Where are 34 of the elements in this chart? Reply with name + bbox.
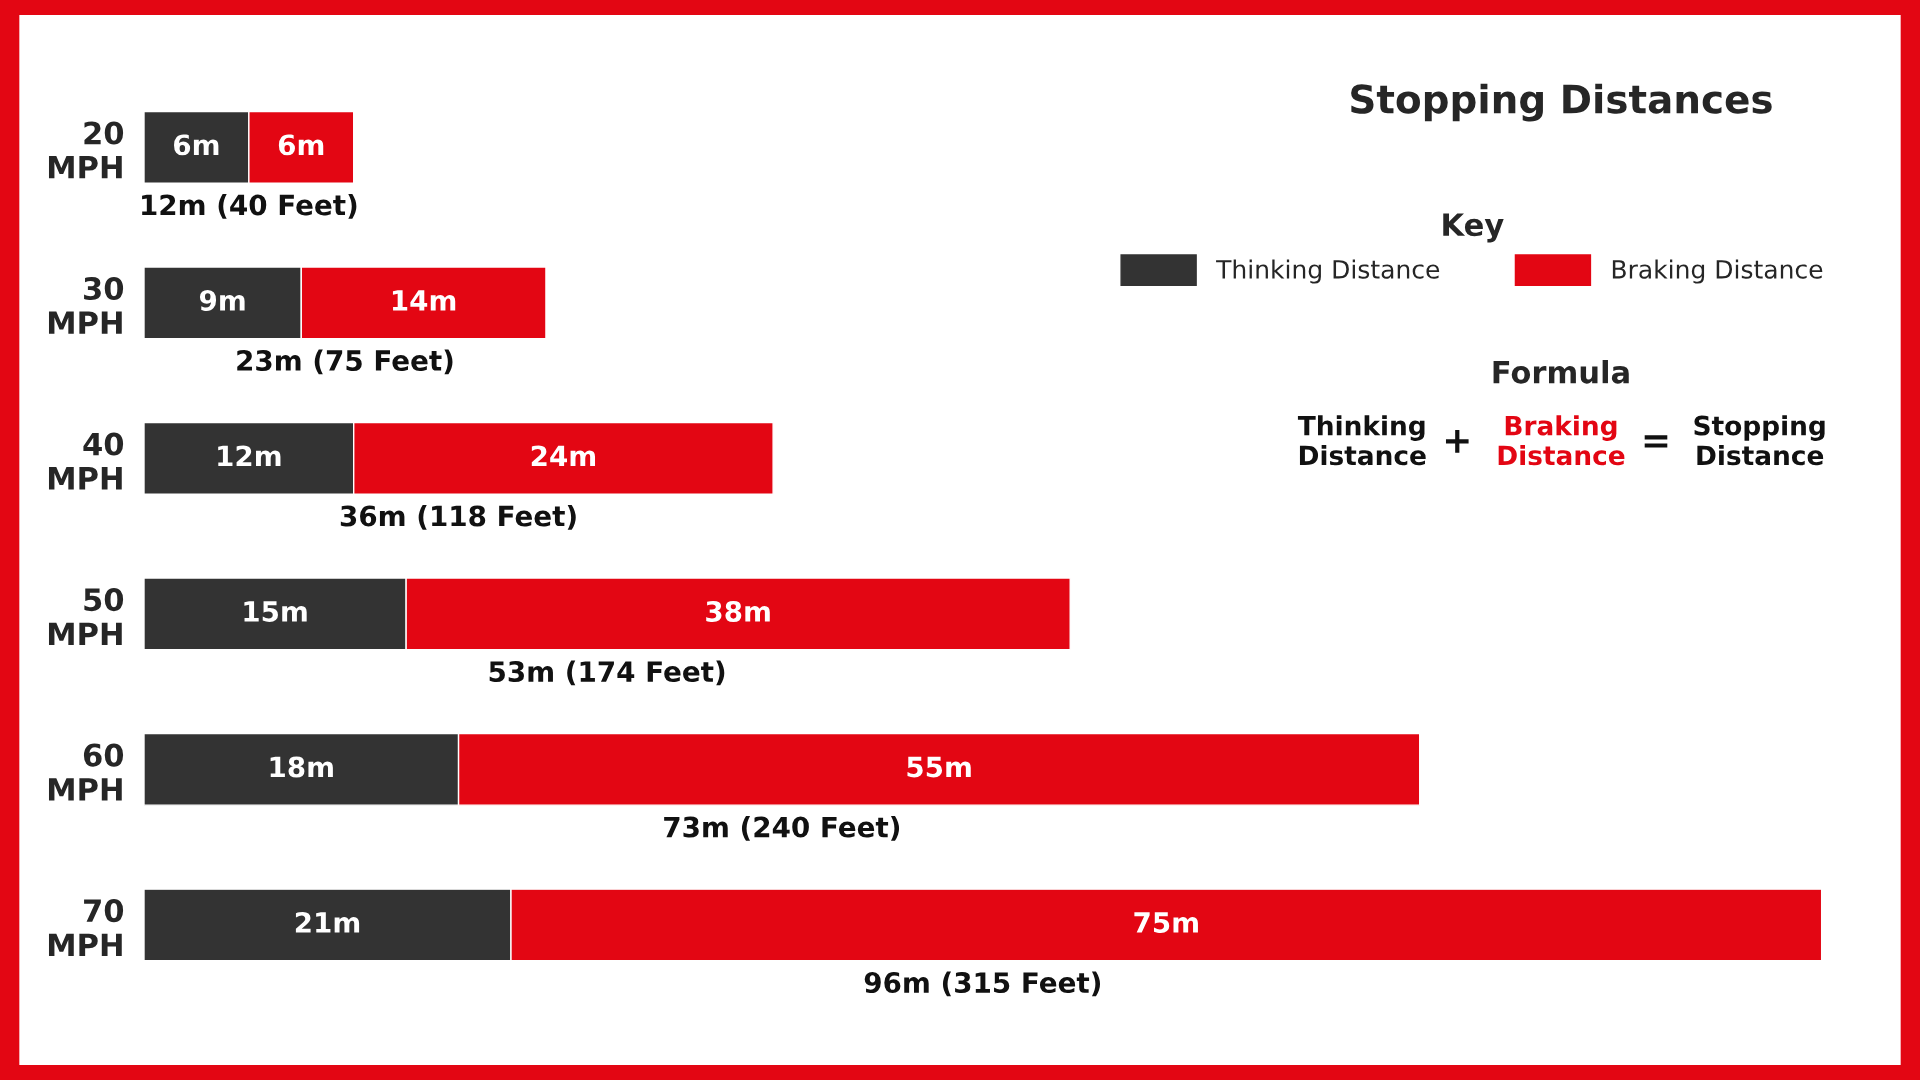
y-tick-label: 30 MPH bbox=[48, 276, 124, 334]
data-label: 6m bbox=[174, 134, 219, 156]
y-tick-label: 50 MPH bbox=[48, 588, 124, 645]
legend-label: Thinking Distance bbox=[1216, 259, 1440, 284]
annotation: Stopping Distance bbox=[1694, 415, 1825, 466]
chart-title: Stopping Distances bbox=[1351, 83, 1772, 122]
data-label: 24m bbox=[531, 445, 596, 467]
y-tick-label: 60 MPH bbox=[48, 743, 124, 801]
annotation: + bbox=[1445, 430, 1469, 453]
data-label: 6m bbox=[278, 134, 324, 156]
legend-title: Key bbox=[1443, 213, 1504, 243]
y-tick-label: 40 MPH bbox=[48, 432, 124, 490]
data-label: 12m bbox=[218, 445, 281, 467]
total-label: 53m (174 Feet) bbox=[489, 660, 725, 686]
total-label: 96m (315 Feet) bbox=[864, 971, 1101, 997]
data-label: 9m bbox=[199, 289, 245, 311]
data-label: 21m bbox=[295, 911, 360, 933]
annotation: Formula bbox=[1493, 359, 1629, 384]
data-label: 15m bbox=[244, 601, 307, 622]
total-label: 12m (40 Feet) bbox=[142, 194, 357, 219]
total-label: 23m (75 Feet) bbox=[237, 349, 453, 375]
annotation: = bbox=[1644, 435, 1668, 448]
data-label: 14m bbox=[392, 290, 456, 311]
total-label: 73m (240 Feet) bbox=[664, 816, 900, 841]
y-tick-label: 70 MPH bbox=[48, 899, 124, 956]
legend-label: Braking Distance bbox=[1612, 259, 1823, 284]
data-label: 75m bbox=[1134, 912, 1198, 933]
annotation: Braking Distance bbox=[1498, 415, 1625, 466]
total-label: 36m (118 Feet) bbox=[340, 505, 576, 530]
data-label: 18m bbox=[270, 756, 333, 778]
y-tick-label: 20 MPH bbox=[48, 121, 124, 179]
data-label: 38m bbox=[706, 600, 770, 622]
annotation: Thinking Distance bbox=[1297, 415, 1426, 466]
data-label: 55m bbox=[907, 756, 971, 778]
